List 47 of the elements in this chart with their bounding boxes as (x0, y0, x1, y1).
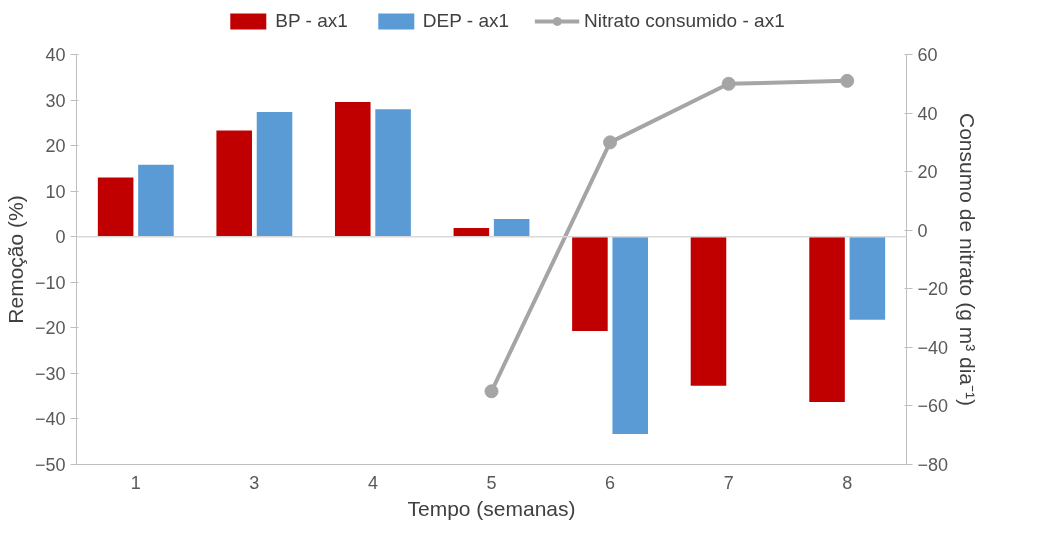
x-tick-label: 8 (842, 472, 853, 493)
x-tick-label: 4 (367, 472, 378, 493)
y-tick-label: 0 (55, 227, 66, 248)
y2-tick-label: −20 (917, 279, 949, 300)
legend-label: BP - ax1 (275, 10, 348, 32)
point (721, 76, 736, 91)
x-tick-label: 5 (486, 472, 497, 493)
y2-tick-label: 40 (917, 103, 938, 124)
bar (572, 236, 608, 332)
x-tick-label: 7 (723, 472, 734, 493)
legend-label: Nitrato consumido - ax1 (584, 10, 785, 32)
bar (375, 109, 411, 237)
y-tick-label: 10 (45, 181, 66, 202)
bar (97, 177, 134, 237)
y-tick-label: 30 (45, 90, 66, 111)
bar (809, 236, 845, 403)
y2-tick-label: −60 (917, 396, 949, 417)
y2-tick-label: −40 (917, 337, 949, 358)
x-tick-label: 1 (130, 472, 141, 493)
y-tick-label: 20 (45, 136, 66, 157)
y-tick-label: 40 (45, 45, 66, 65)
x-axis-title: Tempo (semanas) (407, 496, 576, 520)
y-tick-label: −20 (34, 318, 66, 339)
point (484, 384, 499, 399)
point (603, 135, 618, 150)
x-tick-label: 3 (249, 472, 260, 493)
point (840, 73, 855, 88)
y-tick-label: −30 (34, 363, 66, 384)
bar (690, 236, 727, 386)
y2-axis-title: Consumo de nitrato (g m³ dia⁻¹) (956, 113, 980, 406)
y-tick-label: −40 (34, 409, 66, 430)
y2-tick-label: 0 (917, 220, 928, 241)
bar (849, 236, 886, 320)
y2-tick-label: 20 (917, 162, 938, 183)
legend-label: DEP - ax1 (422, 10, 510, 32)
bar (612, 236, 649, 434)
bar (138, 164, 174, 237)
bar (216, 130, 252, 237)
bar (256, 111, 293, 237)
y-axis-title: Remoção (%) (3, 195, 27, 324)
x-tick-label: 6 (605, 472, 616, 493)
y2-tick-label: −80 (917, 455, 949, 475)
bar (334, 101, 371, 237)
y-tick-label: −50 (34, 455, 66, 475)
y2-tick-label: 60 (917, 45, 938, 65)
y-tick-label: −10 (34, 272, 66, 293)
bar (493, 218, 530, 237)
